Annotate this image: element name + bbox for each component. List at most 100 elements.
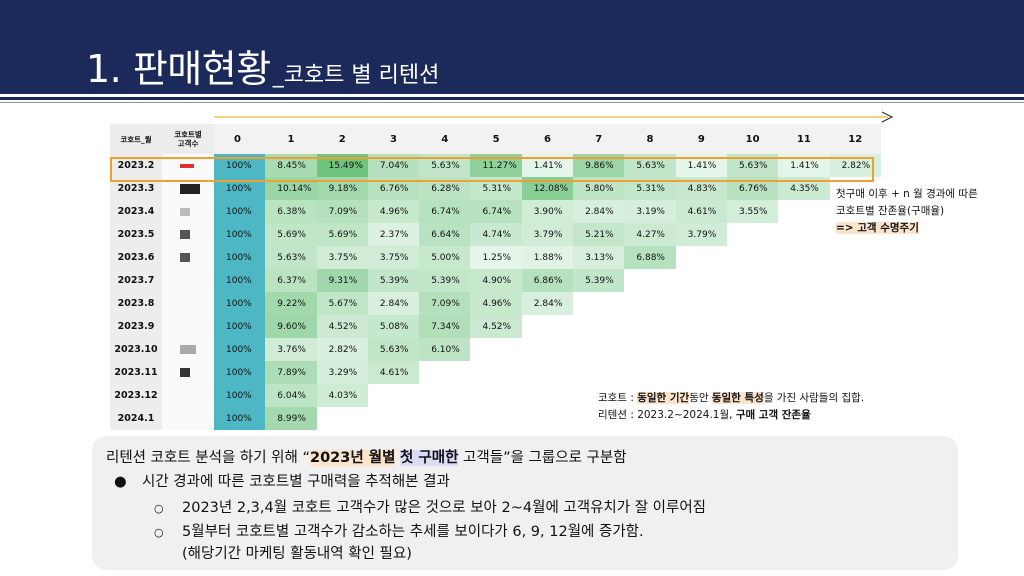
retention-cell: 7.09%	[316, 200, 368, 223]
cohort-month: 2024.1	[110, 407, 162, 430]
empty-cell	[830, 246, 881, 269]
summary-sub-bullet-3: (해당기간 마케팅 활동내역 확인 필요)	[182, 542, 412, 563]
retention-def-bold: 구매 고객 잔존율	[735, 409, 811, 421]
cohort-month: 2023.5	[110, 223, 162, 246]
period-header-11: 11	[778, 124, 830, 154]
table-header-row: 코호트_월 코호트별 고객수 0 1 2 3 4 5 6 7 8 9 10 11 12	[110, 124, 881, 154]
table-row: 2023.6 100% 5.63% 3.75% 3.75% 5.00% 1.25% 1.88%…	[110, 246, 881, 269]
table-row: 2023.7 100% 6.37% 9.31% 5.39% 5.39% 4.90% 6.86%…	[110, 269, 881, 292]
cohort-month: 2023.6	[110, 246, 162, 269]
retention-cell: 9.60%	[265, 315, 317, 338]
period-header-8: 8	[624, 124, 676, 154]
cohort-month: 2023.8	[110, 292, 162, 315]
empty-cell	[778, 292, 829, 315]
empty-cell	[830, 292, 881, 315]
retention-def-label: 리텐션 : 2023.2~2024.1월,	[598, 409, 736, 421]
sub-marker-2: ○	[154, 526, 164, 539]
table-row: 2023.2 100% 8.45% 15.49% 7.04% 5.63% 11.27% 1.4…	[110, 154, 881, 177]
retention-cell: 3.76%	[265, 338, 317, 361]
retention-cell: 6.74%	[470, 200, 522, 223]
retention-cell: 9.22%	[265, 292, 317, 315]
sub-text-1: 2023년 2,3,4월 코호트 고객수가 많은 것으로 보아 2~4월에 고객…	[182, 500, 707, 516]
retention-cell: 5.00%	[419, 246, 471, 269]
header-cohort-month: 코호트_월	[110, 124, 162, 154]
empty-cell	[676, 269, 727, 292]
cohort-count-redacted	[162, 407, 214, 430]
retention-cell: 12.08%	[521, 177, 574, 200]
side-note-line3: => 고객 수명주기	[836, 222, 919, 234]
cohort-count-redacted	[162, 246, 214, 269]
summary-sub-bullet-2: ○ 5월부터 코호트별 고객수가 감소하는 추세를 보이다가 6, 9, 12월에…	[154, 520, 644, 541]
table-row: 2024.1 100% 8.99%	[110, 407, 881, 430]
summary-title: 리텐션 코호트 분석을 하기 위해 “2023년 월별 첫 구매한 고객들”을 …	[106, 446, 627, 467]
retention-cell: 4.35%	[778, 177, 830, 200]
empty-cell	[368, 384, 419, 407]
empty-cell	[419, 384, 470, 407]
cohort-count-redacted	[162, 154, 214, 177]
empty-cell	[676, 292, 727, 315]
cohort-count-redacted	[162, 292, 214, 315]
summary-sub-bullet-1: ○ 2023년 2,3,4월 코호트 고객수가 많은 것으로 보아 2~4월에 고…	[154, 496, 706, 517]
retention-cell: 3.13%	[573, 246, 625, 269]
retention-cell: 9.86%	[573, 154, 625, 177]
retention-cell: 5.67%	[316, 292, 368, 315]
empty-cell	[778, 269, 829, 292]
cohort-def-hl2: 동일한 특성	[711, 392, 764, 404]
retention-cell: 6.28%	[419, 177, 471, 200]
retention-cell: 4.74%	[470, 223, 522, 246]
retention-cell: 100%	[214, 315, 266, 338]
cohort-retention-table: 코호트_월 코호트별 고객수 0 1 2 3 4 5 6 7 8 9 10 11 12 2023.2 100…	[110, 124, 881, 430]
retention-cell: 100%	[214, 246, 266, 269]
empty-cell	[317, 407, 368, 430]
retention-cell: 100%	[214, 292, 266, 315]
period-header-1: 1	[265, 124, 317, 154]
empty-cell	[727, 269, 778, 292]
title-sub: _코호트 별 리텐션	[272, 63, 440, 88]
empty-cell	[676, 246, 727, 269]
redacted-block	[180, 207, 190, 216]
empty-cell	[778, 361, 829, 384]
retention-cell: 100%	[214, 223, 266, 246]
retention-cell: 5.31%	[470, 177, 522, 200]
retention-cell: 6.88%	[624, 246, 676, 269]
empty-cell	[470, 361, 521, 384]
empty-cell	[727, 292, 778, 315]
bullet-marker: ●	[114, 474, 127, 490]
header-count-line1: 코호트별	[174, 130, 202, 139]
cohort-month: 2023.9	[110, 315, 162, 338]
table-row: 2023.5 100% 5.69% 5.69% 2.37% 6.64% 4.74% 3.79%…	[110, 223, 881, 246]
retention-cell: 5.39%	[573, 269, 625, 292]
cohort-2023-2-highlight	[110, 157, 874, 182]
retention-cell: 1.25%	[470, 246, 522, 269]
retention-cell: 2.82%	[829, 154, 881, 177]
retention-cell: 100%	[214, 177, 266, 200]
empty-cell	[470, 384, 521, 407]
retention-cell: 4.90%	[470, 269, 522, 292]
header-cohort-count: 코호트별 고객수	[162, 124, 214, 154]
cohort-def-mid: 동안	[689, 392, 712, 404]
retention-cell: 4.61%	[675, 200, 727, 223]
retention-cell: 5.69%	[265, 223, 317, 246]
retention-cell: 4.61%	[367, 361, 420, 384]
empty-cell	[470, 338, 521, 361]
empty-cell	[573, 338, 624, 361]
retention-cell: 5.63%	[419, 154, 471, 177]
empty-cell	[830, 269, 881, 292]
empty-cell	[573, 361, 624, 384]
cohort-def-end: 을 가진 사람들의 집합.	[763, 392, 865, 404]
retention-cell: 2.84%	[521, 292, 574, 315]
cohort-count-redacted	[162, 223, 214, 246]
cohort-month: 2023.3	[110, 177, 162, 200]
empty-cell	[830, 361, 881, 384]
cohort-month: 2023.2	[110, 154, 162, 177]
summary-title-hl1: 2023년 월별	[309, 450, 396, 466]
bullet-text: 시간 경과에 따른 코호트별 구매력을 추적해본 결과	[142, 474, 450, 490]
side-note-line2: 코호트별 잔존율(구매율)	[836, 205, 945, 217]
summary-bullet: ● 시간 경과에 따른 코호트별 구매력을 추적해본 결과	[114, 470, 450, 491]
empty-cell	[522, 315, 573, 338]
sub-text-2: 5월부터 코호트별 고객수가 감소하는 추세를 보이다가 6, 9, 12월에 …	[182, 524, 644, 540]
summary-title-hl2: 첫 구매한	[400, 450, 459, 466]
table-row: 2023.3 100% 10.14% 9.18% 6.76% 6.28% 5.31% 12.0…	[110, 177, 881, 200]
summary-box: 리텐션 코호트 분석을 하기 위해 “2023년 월별 첫 구매한 고객들”을 …	[92, 436, 958, 570]
period-header-12: 12	[829, 124, 881, 154]
